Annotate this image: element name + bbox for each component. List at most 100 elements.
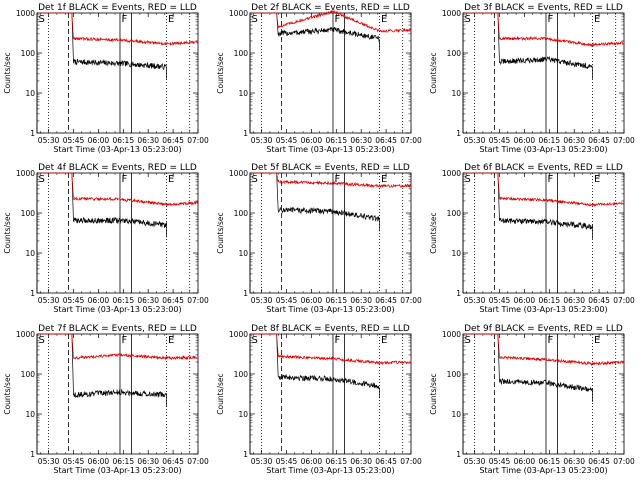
events-series-line xyxy=(464,12,593,79)
y-tick-label: 1 xyxy=(456,289,461,298)
plot-frame xyxy=(249,172,412,294)
x-tick-label: 05:30 xyxy=(251,296,273,305)
y-tick-label: 1000 xyxy=(229,9,248,18)
x-tick-label: 06:15 xyxy=(112,136,134,145)
x-axis-label: Start Time (03-Apr-13 05:23:00) xyxy=(266,466,394,475)
x-tick-label: 07:00 xyxy=(187,136,209,145)
x-tick-label: 07:00 xyxy=(613,296,635,305)
events-series-line xyxy=(464,172,593,239)
y-tick-label: 1000 xyxy=(16,169,35,178)
y-tick-label: 1000 xyxy=(16,9,35,18)
x-tick-label: 06:30 xyxy=(563,136,585,145)
x-tick-label: 05:45 xyxy=(489,296,511,305)
y-tick-label: 1 xyxy=(456,450,461,459)
x-axis-label: Start Time (03-Apr-13 05:23:00) xyxy=(479,466,607,475)
x-tick-label: 07:00 xyxy=(400,457,422,466)
y-tick-label: 1000 xyxy=(229,330,248,339)
y-tick-label: 1000 xyxy=(442,169,461,178)
y-tick-label: 1 xyxy=(30,289,35,298)
x-tick-label: 05:45 xyxy=(276,136,298,145)
x-tick-label: 06:15 xyxy=(538,296,560,305)
x-tick-label: 06:00 xyxy=(514,136,536,145)
x-tick-label: 06:00 xyxy=(301,136,323,145)
y-tick-label: 10 xyxy=(25,410,35,419)
y-axis-label: Counts/sec xyxy=(3,212,12,253)
y-axis-label: Counts/sec xyxy=(429,52,438,93)
x-tick-label: 07:00 xyxy=(400,136,422,145)
panel-title: Det 7f BLACK = Events, RED = LLD xyxy=(38,324,197,334)
y-tick-label: 10 xyxy=(238,249,248,258)
marker-label-s: S xyxy=(252,174,258,185)
y-tick-label: 1 xyxy=(243,129,248,138)
y-tick-label: 1000 xyxy=(442,330,461,339)
panel-title: Det 4f BLACK = Events, RED = LLD xyxy=(38,163,197,173)
detector-panel: Det 2f BLACK = Events, RED = LLD 1 10 100 10… xyxy=(216,3,422,154)
x-tick-label: 05:45 xyxy=(489,136,511,145)
plot-frame xyxy=(462,12,625,134)
x-axis-label: Start Time (03-Apr-13 05:23:00) xyxy=(53,145,181,154)
x-axis-label: Start Time (03-Apr-13 05:23:00) xyxy=(479,305,607,314)
x-tick-label: 06:30 xyxy=(350,136,372,145)
x-tick-label: 06:15 xyxy=(112,457,134,466)
y-axis-label: Counts/sec xyxy=(3,52,12,93)
marker-label-e: E xyxy=(381,174,387,185)
y-tick-label: 10 xyxy=(451,89,461,98)
x-tick-label: 05:45 xyxy=(63,296,85,305)
x-tick-label: 06:00 xyxy=(301,296,323,305)
y-tick-label: 100 xyxy=(447,49,462,58)
marker-label-f: F xyxy=(547,335,553,346)
marker-label-e: E xyxy=(381,335,387,346)
x-tick-label: 06:30 xyxy=(350,457,372,466)
y-tick-label: 10 xyxy=(451,410,461,419)
y-axis-label: Counts/sec xyxy=(216,212,225,253)
x-tick-label: 06:00 xyxy=(88,296,110,305)
y-tick-label: 1 xyxy=(243,450,248,459)
x-tick-label: 06:00 xyxy=(514,296,536,305)
x-tick-label: 06:15 xyxy=(325,457,347,466)
lld-series-line xyxy=(38,172,199,207)
y-tick-label: 1000 xyxy=(229,169,248,178)
marker-label-f: F xyxy=(334,174,340,185)
x-tick-label: 06:30 xyxy=(137,296,159,305)
marker-label-s: S xyxy=(39,335,45,346)
x-tick-label: 06:45 xyxy=(162,296,184,305)
detector-panel: Det 6f BLACK = Events, RED = LLD 1 10 100 10… xyxy=(429,163,635,314)
marker-label-e: E xyxy=(594,174,600,185)
marker-label-s: S xyxy=(252,335,258,346)
marker-label-f: F xyxy=(547,14,553,25)
events-series-line xyxy=(251,172,380,232)
plot-frame xyxy=(462,172,625,294)
y-tick-label: 100 xyxy=(234,49,249,58)
plot-frame xyxy=(36,12,199,134)
y-tick-label: 10 xyxy=(25,249,35,258)
x-tick-label: 05:45 xyxy=(276,296,298,305)
x-axis-label: Start Time (03-Apr-13 05:23:00) xyxy=(53,466,181,475)
plot-frame xyxy=(36,172,199,294)
y-tick-label: 1 xyxy=(456,129,461,138)
events-series-line xyxy=(38,12,167,79)
marker-label-f: F xyxy=(121,335,127,346)
detector-panel: Det 8f BLACK = Events, RED = LLD 1 10 100 10… xyxy=(216,324,422,475)
x-tick-label: 06:00 xyxy=(514,457,536,466)
x-tick-label: 07:00 xyxy=(187,457,209,466)
marker-label-e: E xyxy=(594,335,600,346)
x-tick-label: 05:45 xyxy=(489,457,511,466)
events-series-line xyxy=(38,333,167,407)
y-axis-label: Counts/sec xyxy=(429,212,438,253)
x-tick-label: 06:00 xyxy=(88,457,110,466)
x-tick-label: 05:30 xyxy=(251,457,273,466)
y-axis-label: Counts/sec xyxy=(3,373,12,414)
x-tick-label: 05:30 xyxy=(38,136,60,145)
x-tick-label: 05:30 xyxy=(464,136,486,145)
y-tick-label: 1000 xyxy=(16,330,35,339)
marker-label-e: E xyxy=(168,174,174,185)
marker-label-s: S xyxy=(465,335,471,346)
x-tick-label: 06:00 xyxy=(301,457,323,466)
x-tick-label: 05:30 xyxy=(38,457,60,466)
lld-series-line xyxy=(251,9,412,34)
x-axis-label: Start Time (03-Apr-13 05:23:00) xyxy=(266,305,394,314)
marker-label-f: F xyxy=(121,174,127,185)
detector-panel: Det 7f BLACK = Events, RED = LLD 1 10 100 10… xyxy=(3,324,209,475)
lld-series-line xyxy=(464,333,625,367)
